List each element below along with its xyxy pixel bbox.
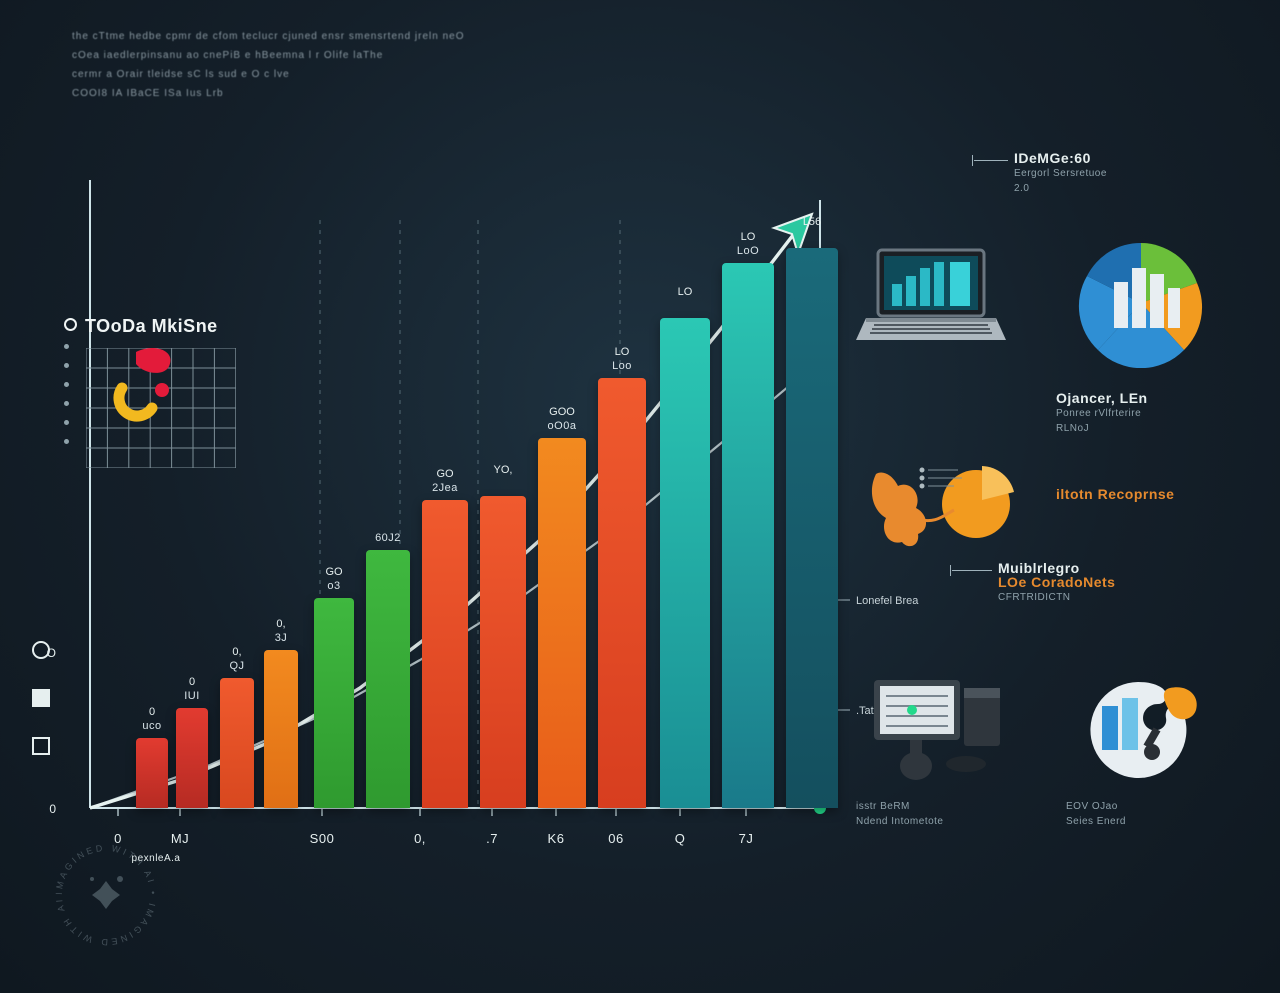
side-title: IDeMGe:60	[1014, 150, 1280, 166]
bar-sublabel: 2Jea	[415, 482, 475, 494]
bar-value: LO	[718, 231, 778, 243]
bar	[660, 318, 710, 808]
header-line: COOI8 IA IBaCE ISa Ius Lrb	[72, 85, 632, 102]
x-axis-label: S00	[310, 831, 335, 846]
bar	[786, 248, 838, 808]
x-axis-label: .7	[486, 831, 498, 846]
side-sub: Eergorl Sersretuoe	[1014, 166, 1280, 181]
bar	[538, 438, 586, 808]
x-axis-label: MJ	[171, 831, 189, 846]
bar	[366, 550, 410, 808]
inset-bullets	[64, 344, 69, 458]
x-axis-label: 0,	[414, 831, 426, 846]
header-line: the cTtme hedbe cpmr de cfom teclucr cju…	[72, 28, 632, 45]
bar	[264, 650, 298, 808]
inset-grid	[86, 348, 236, 468]
icon-label: Ndend Intometote	[856, 814, 1016, 829]
bar-value: 0	[122, 706, 182, 718]
bar-sublabel: o3	[304, 580, 364, 592]
lead-line	[952, 570, 992, 571]
side-sub: Ponree rVlfrterire RLNoJ	[1056, 406, 1280, 436]
side-block-3: iltotn Recoprnse	[1056, 486, 1280, 502]
side-block-1: IDeMGe:60 Eergorl Sersretuoe 2.0	[1014, 150, 1280, 196]
bar-value: GO	[415, 468, 475, 480]
bar	[598, 378, 646, 808]
laptop-icon	[856, 244, 1006, 359]
bar-value: 0	[162, 676, 222, 688]
lead-line	[974, 160, 1008, 161]
bar-sublabel: QJ	[207, 660, 267, 672]
icon-label: isstr BeRM	[856, 799, 1016, 814]
icon-label: EOV OJao	[1066, 799, 1216, 814]
inset-panel: TOoDa MkiSne	[64, 316, 284, 349]
side-title: LOe CoradoNets	[998, 574, 1280, 590]
side-sub: CFRTRIDICTN	[998, 590, 1280, 605]
bar-value: LO	[592, 346, 652, 358]
side-block-2: Ojancer, LEn Ponree rVlfrterire RLNoJ	[1056, 390, 1280, 436]
bar-sublabel: LoO	[718, 245, 778, 257]
x-axis-label: K6	[548, 831, 565, 846]
bar	[722, 263, 774, 808]
y-axis-label: 0	[38, 802, 56, 816]
side-title: iltotn Recoprnse	[1056, 486, 1280, 502]
bar-value: YO,	[473, 464, 533, 476]
bar-sublabel: uco	[122, 720, 182, 732]
bar-value: LO	[655, 286, 715, 298]
bar	[136, 738, 168, 808]
inset-title: TOoDa MkiSne	[64, 316, 284, 337]
icon-label: Seies Enerd	[1066, 814, 1216, 829]
y-axis-marker	[32, 689, 50, 707]
bar-sublabel: 60J2	[358, 532, 418, 544]
header-line: cOea iaedlerpinsanu ao cnePiB e hBeemna …	[72, 47, 632, 64]
bar	[480, 496, 526, 808]
bar-sublabel: IUI	[162, 690, 222, 702]
x-axis-label: 7J	[739, 831, 754, 846]
palette-chart-icon: EOV OJao Seies Enerd	[1066, 670, 1216, 829]
bar	[422, 500, 468, 808]
bar	[220, 678, 254, 808]
region-pie-icon	[858, 450, 1028, 575]
analytics-desk-icon: isstr BeRM Ndend Intometote	[856, 670, 1016, 829]
side-sub: 2.0	[1014, 181, 1280, 196]
bar-value: 0,	[207, 646, 267, 658]
bar-value: GO	[304, 566, 364, 578]
segmented-chart-icon	[1066, 238, 1216, 373]
bar-sublabel: Loo	[592, 360, 652, 372]
header-line: cermr a Orair tleidse sC ls sud e O c lv…	[72, 66, 632, 83]
y-axis-marker	[32, 737, 50, 755]
bar-sublabel: oO0a	[532, 420, 592, 432]
bar	[314, 598, 354, 808]
side-title: Ojancer, LEn	[1056, 390, 1280, 406]
bar-value: L56	[782, 216, 842, 228]
sidebar: IDeMGe:60 Eergorl Sersretuoe 2.0	[856, 150, 1256, 870]
bar-value: GOO	[532, 406, 592, 418]
bar-value: 0,	[251, 618, 311, 630]
x-axis-label: Q	[675, 831, 686, 846]
growth-bar-chart: Lonefel Brea.Tat:Ill 0MJS000,.7K606Q7Jpe…	[60, 140, 830, 870]
ai-watermark: IMAGINED WITH AI • IMAGINED WITH AI •	[46, 835, 166, 955]
side-block-4: Muiblrlegro LOe CoradoNets CFRTRIDICTN	[998, 560, 1280, 605]
bar-sublabel: 3J	[251, 632, 311, 644]
y-axis-marker	[32, 641, 50, 659]
header-blurb: the cTtme hedbe cpmr de cfom teclucr cju…	[72, 28, 632, 104]
x-axis-label: 06	[608, 831, 623, 846]
